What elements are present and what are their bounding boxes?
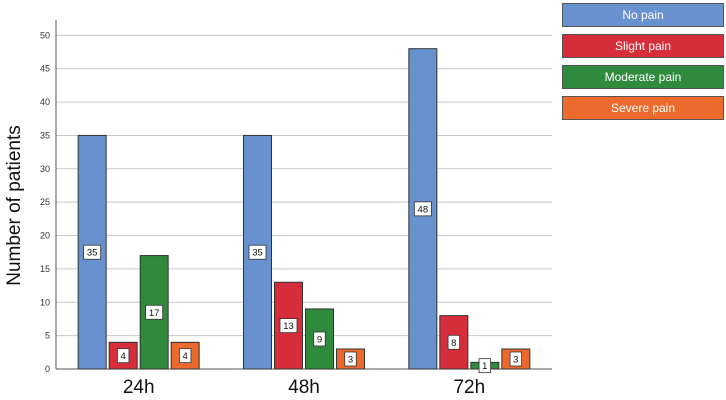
y-tick-label: 5 — [45, 331, 50, 341]
data-label: 8 — [451, 338, 456, 349]
data-label-box — [179, 348, 192, 364]
data-label: 35 — [252, 248, 263, 259]
y-tick-label: 25 — [40, 197, 50, 207]
x-tick-label: 24h — [123, 377, 155, 398]
legend-item-no-pain: No pain — [562, 3, 724, 27]
y-tick-label: 15 — [40, 264, 50, 274]
y-tick-label: 40 — [40, 97, 50, 107]
legend-item-severe-pain: Severe pain — [562, 96, 724, 120]
data-label-box — [509, 351, 522, 367]
y-tick-label: 0 — [45, 364, 50, 374]
y-axis-label: Number of patients — [4, 125, 25, 286]
legend-item-moderate-pain: Moderate pain — [562, 65, 724, 89]
y-tick-label: 10 — [40, 297, 50, 307]
y-tick-label: 20 — [40, 231, 50, 241]
data-label-box — [279, 318, 298, 334]
data-label-box — [413, 201, 432, 217]
data-label: 3 — [348, 354, 353, 365]
legend-item-slight-pain: Slight pain — [562, 34, 724, 58]
data-label: 1 — [482, 361, 487, 372]
y-tick-label: 30 — [40, 164, 50, 174]
x-tick-label: 72h — [453, 377, 485, 398]
y-tick-label: 50 — [40, 30, 50, 40]
data-label: 35 — [87, 248, 98, 259]
data-label: 48 — [418, 204, 429, 215]
data-label-box — [145, 304, 164, 320]
data-label: 4 — [183, 351, 188, 362]
data-label: 3 — [513, 354, 518, 365]
data-label: 17 — [149, 308, 160, 319]
data-label: 9 — [317, 334, 322, 345]
legend: No pain Slight pain Moderate pain Severe pa… — [562, 3, 724, 127]
data-label-box — [248, 244, 267, 260]
data-label: 13 — [283, 321, 294, 332]
data-label-box — [313, 331, 326, 347]
data-label-box — [478, 358, 491, 374]
x-tick-label: 48h — [288, 377, 320, 398]
data-label-box — [117, 348, 130, 364]
data-label-box — [447, 334, 460, 350]
data-label: 4 — [121, 351, 126, 362]
y-tick-label: 45 — [40, 64, 50, 74]
data-label-box — [344, 351, 357, 367]
data-label-box — [83, 244, 102, 260]
y-tick-label: 35 — [40, 130, 50, 140]
